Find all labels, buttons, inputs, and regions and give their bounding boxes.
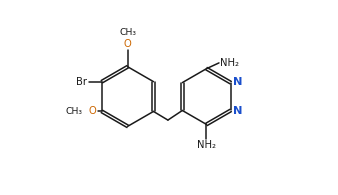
Text: CH₃: CH₃ xyxy=(65,107,82,116)
Text: O: O xyxy=(124,39,131,50)
Text: O: O xyxy=(89,106,97,116)
Text: NH₂: NH₂ xyxy=(197,140,216,150)
Text: CH₃: CH₃ xyxy=(119,28,136,37)
Text: N: N xyxy=(233,77,242,87)
Text: N: N xyxy=(233,106,242,116)
Text: Br: Br xyxy=(76,77,87,87)
Text: NH₂: NH₂ xyxy=(220,58,239,68)
